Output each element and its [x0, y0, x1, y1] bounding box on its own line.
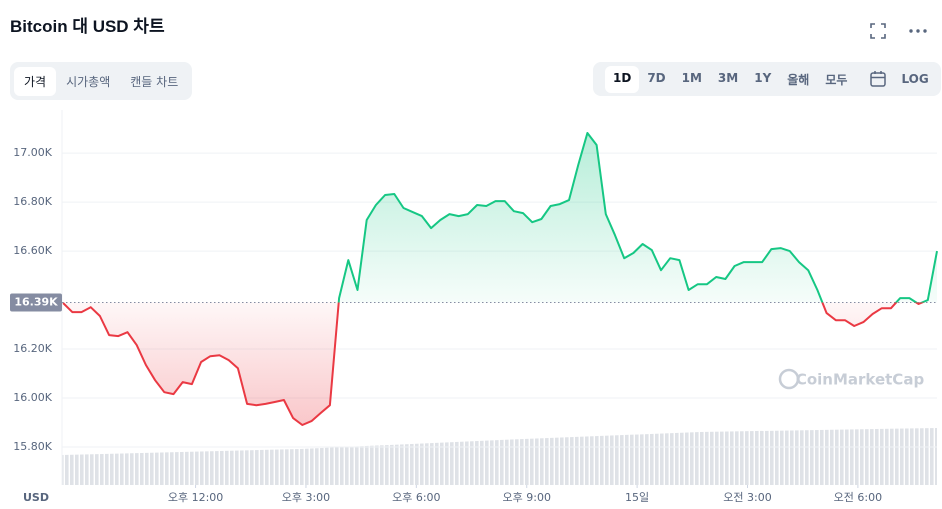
range-button[interactable]: 모두: [825, 72, 848, 87]
range-button[interactable]: 1Y: [754, 70, 772, 85]
title: Bitcoin 대 USD 차트: [10, 17, 165, 36]
x-tick-label: 15일: [625, 490, 649, 504]
tab-group: 가격 시가총액 캔들 차트: [10, 62, 193, 100]
range-button[interactable]: 7D: [647, 70, 666, 85]
range-button[interactable]: 3M: [717, 70, 739, 85]
range-list: 1D 7D 1M 3M 1Y 올해 모두: [597, 61, 863, 98]
x-tick-label: 오전 6:00: [834, 491, 882, 504]
log-button[interactable]: LOG: [901, 72, 929, 86]
y-tick-label: 16.20K: [13, 342, 52, 355]
tab[interactable]: 가격: [14, 66, 57, 96]
y-tick-label: 16.80K: [13, 195, 52, 208]
baseline-label: 16.39K: [14, 296, 58, 309]
tab[interactable]: 캔들 차트: [130, 74, 179, 89]
range-group: 1D 7D 1M 3M 1Y 올해 모두 LOG: [593, 62, 941, 96]
watermark: CoinMarketCap: [796, 371, 925, 389]
price-line: [62, 132, 938, 426]
volume-bars: [62, 428, 937, 485]
tab[interactable]: 시가총액: [66, 74, 111, 89]
watermark-logo: [778, 368, 800, 390]
more-icon[interactable]: [908, 28, 928, 34]
y-tick-label: 16.00K: [13, 391, 52, 404]
x-tick-label: 오후 3:00: [282, 491, 330, 504]
range-button[interactable]: 올해: [787, 72, 810, 87]
x-tick-label: 오후 9:00: [503, 491, 551, 504]
y-tick-label: 16.60K: [13, 244, 52, 257]
area-fill: [63, 133, 938, 425]
baseline-label-bg: [10, 293, 62, 312]
y-unit: USD: [23, 491, 49, 504]
y-tick-label: 15.80K: [13, 440, 52, 453]
y-tick-label: 17.00K: [13, 146, 52, 159]
fullscreen-icon[interactable]: [870, 23, 886, 39]
x-tick-label: 오후 6:00: [392, 491, 440, 504]
x-tick-label: 오전 3:00: [723, 491, 771, 504]
range-button[interactable]: 1D: [605, 65, 640, 93]
x-tick-label: 오후 12:00: [168, 491, 223, 504]
calendar-icon[interactable]: [863, 70, 893, 88]
range-button[interactable]: 1M: [681, 70, 702, 85]
